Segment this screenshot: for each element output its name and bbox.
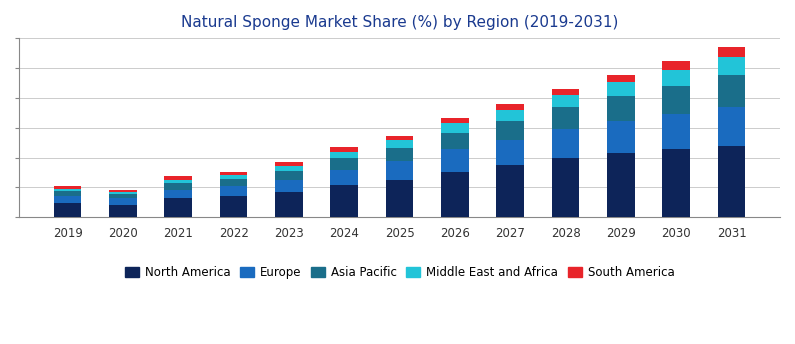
Bar	[607, 153, 634, 217]
Bar	[552, 95, 580, 107]
Bar	[54, 191, 81, 196]
Bar	[718, 47, 746, 56]
Bar	[607, 82, 634, 96]
Bar	[275, 192, 303, 217]
Bar	[275, 166, 303, 171]
Bar	[552, 107, 580, 129]
Bar	[275, 171, 303, 180]
Bar	[496, 105, 524, 110]
Bar	[165, 190, 192, 198]
Bar	[662, 86, 690, 114]
Bar	[275, 162, 303, 166]
Bar	[496, 110, 524, 121]
Bar	[386, 140, 413, 148]
Bar	[165, 176, 192, 180]
Bar	[496, 121, 524, 140]
Legend: North America, Europe, Asia Pacific, Middle East and Africa, South America: North America, Europe, Asia Pacific, Mid…	[121, 262, 678, 283]
Bar	[662, 114, 690, 149]
Bar	[552, 89, 580, 95]
Bar	[607, 121, 634, 153]
Bar	[331, 152, 358, 158]
Bar	[109, 198, 137, 205]
Bar	[165, 180, 192, 183]
Bar	[662, 149, 690, 217]
Bar	[165, 198, 192, 217]
Bar	[331, 147, 358, 152]
Bar	[109, 192, 137, 194]
Bar	[441, 150, 469, 172]
Bar	[54, 186, 81, 189]
Bar	[552, 129, 580, 158]
Bar	[386, 180, 413, 217]
Bar	[662, 62, 690, 70]
Bar	[662, 70, 690, 86]
Bar	[441, 172, 469, 217]
Bar	[441, 133, 469, 150]
Bar	[54, 196, 81, 203]
Bar	[441, 118, 469, 123]
Title: Natural Sponge Market Share (%) by Region (2019-2031): Natural Sponge Market Share (%) by Regio…	[181, 15, 619, 30]
Bar	[219, 196, 247, 217]
Bar	[718, 56, 746, 75]
Bar	[386, 148, 413, 161]
Bar	[718, 75, 746, 107]
Bar	[109, 205, 137, 217]
Bar	[331, 158, 358, 170]
Bar	[275, 180, 303, 192]
Bar	[219, 186, 247, 196]
Bar	[552, 158, 580, 217]
Bar	[331, 170, 358, 185]
Bar	[718, 107, 746, 146]
Bar	[386, 161, 413, 180]
Bar	[718, 146, 746, 217]
Bar	[607, 96, 634, 121]
Bar	[54, 203, 81, 217]
Bar	[386, 136, 413, 140]
Bar	[109, 190, 137, 192]
Bar	[607, 75, 634, 82]
Bar	[109, 194, 137, 198]
Bar	[54, 189, 81, 191]
Bar	[219, 175, 247, 179]
Bar	[496, 140, 524, 165]
Bar	[219, 172, 247, 175]
Bar	[441, 123, 469, 133]
Bar	[496, 165, 524, 217]
Bar	[331, 185, 358, 217]
Bar	[165, 183, 192, 190]
Bar	[219, 179, 247, 186]
